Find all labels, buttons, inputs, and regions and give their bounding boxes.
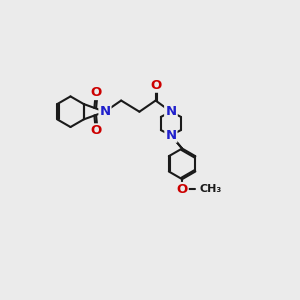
Text: O: O (176, 183, 188, 196)
Text: N: N (99, 105, 110, 118)
Text: O: O (90, 86, 101, 99)
Text: N: N (165, 105, 176, 118)
Text: CH₃: CH₃ (200, 184, 222, 194)
Text: N: N (165, 129, 176, 142)
Text: O: O (90, 124, 101, 137)
Text: O: O (150, 79, 161, 92)
Text: N: N (165, 105, 176, 118)
